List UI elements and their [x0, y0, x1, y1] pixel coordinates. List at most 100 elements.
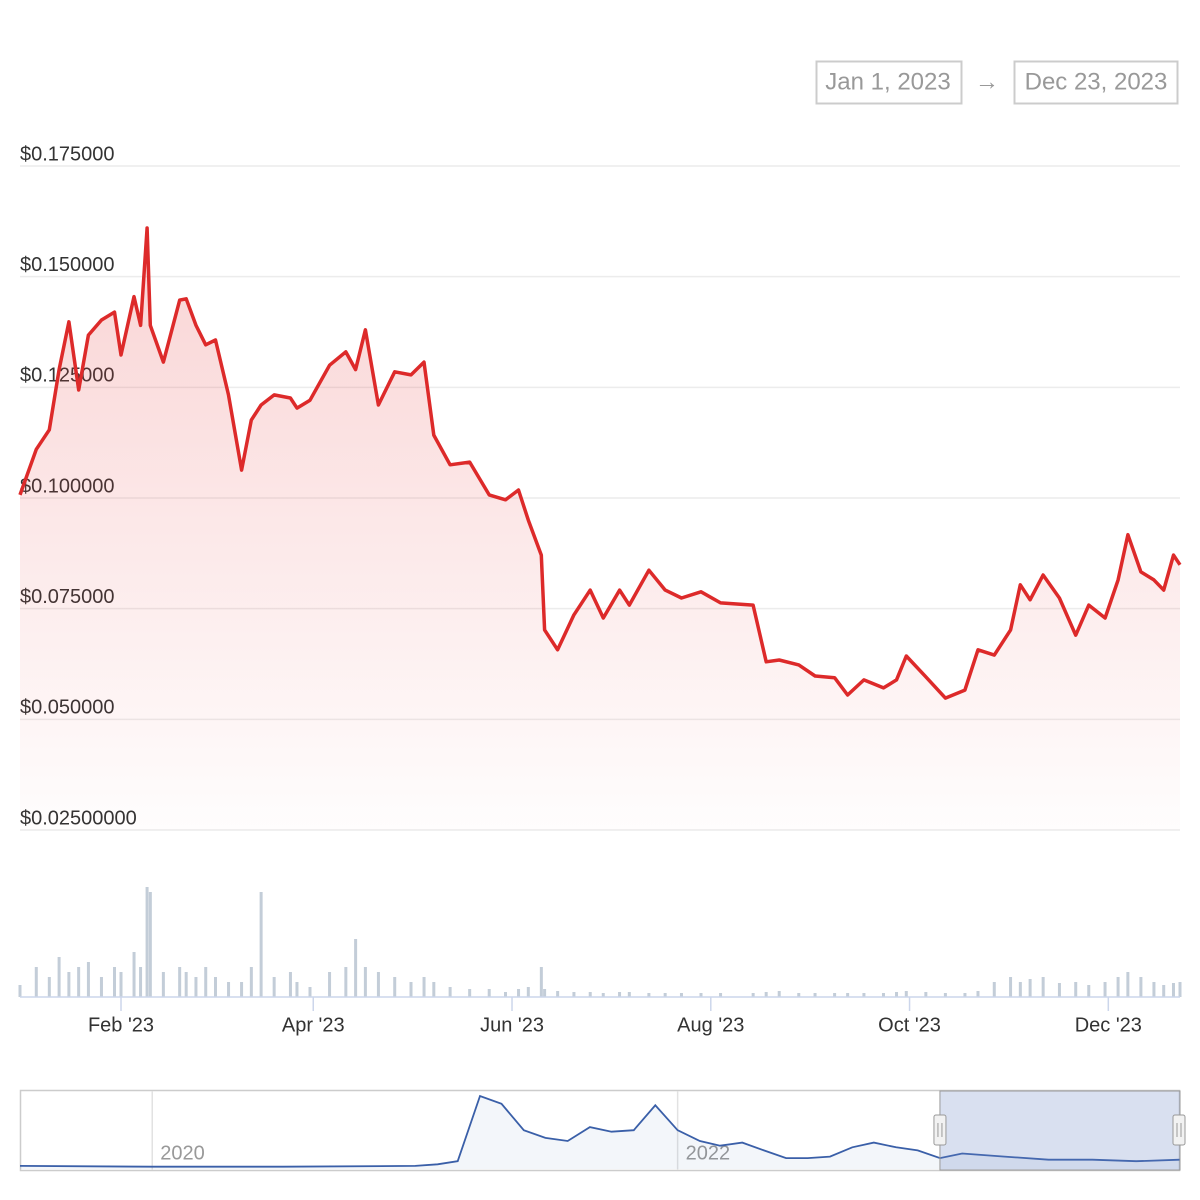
date-from-box[interactable]	[815, 60, 963, 105]
volume-bar	[1178, 982, 1182, 997]
volume-bar	[895, 992, 899, 997]
volume-bar	[487, 989, 491, 997]
volume-bar	[719, 993, 723, 997]
volume-bar	[178, 967, 182, 997]
volume-bar	[119, 972, 123, 997]
volume-bar	[1041, 977, 1045, 997]
volume-bar	[86, 962, 90, 997]
volume-bar	[18, 985, 22, 997]
volume-bar	[526, 987, 530, 997]
volume-bar	[409, 982, 413, 997]
volume-bar	[1018, 982, 1022, 997]
volume-bar	[764, 992, 768, 997]
volume-bar	[272, 977, 276, 997]
volume-bar	[992, 982, 996, 997]
x-tick-label: Feb '23	[88, 1014, 154, 1036]
price-line	[18, 226, 1182, 700]
volume-bar	[813, 993, 817, 997]
volume-bar	[881, 993, 885, 997]
volume-bar	[504, 992, 508, 997]
volume-bar	[259, 892, 263, 997]
volume-bar	[833, 993, 837, 997]
volume-bar	[663, 993, 667, 997]
volume-bar	[543, 989, 547, 997]
volume-bar	[227, 982, 231, 997]
volume-bar	[432, 982, 436, 997]
volume-bar	[1057, 983, 1061, 997]
volume-bar	[943, 993, 947, 997]
volume-bar	[184, 972, 188, 997]
volume-bar	[976, 991, 980, 997]
volume-bar	[1162, 985, 1166, 997]
volume-bar	[214, 977, 218, 997]
volume-bar	[468, 989, 472, 997]
volume-bar	[601, 993, 605, 997]
volume-bar	[1009, 977, 1013, 997]
volume-bar	[194, 977, 198, 997]
volume-bar	[751, 993, 755, 997]
y-tick-label: $0.175000	[20, 143, 115, 165]
volume-bar	[148, 892, 152, 997]
navigator-tick-label: 2020	[160, 1142, 205, 1164]
volume-bar	[1087, 985, 1091, 997]
volume-bar	[1074, 982, 1078, 997]
volume-bar	[376, 972, 380, 997]
volume-bar	[1126, 972, 1130, 997]
x-tick-label: Aug '23	[677, 1014, 744, 1036]
navigator-line	[19, 1094, 1181, 1168]
volume-bar	[204, 967, 208, 997]
volume-bar	[448, 987, 452, 997]
volume-bar	[1152, 982, 1156, 997]
volume-bar	[699, 993, 703, 997]
volume-bar	[308, 987, 312, 997]
y-tick-label: $0.150000	[20, 254, 115, 276]
volume-bar	[846, 993, 850, 997]
x-tick-label: Oct '23	[878, 1014, 941, 1036]
x-tick-label: Jun '23	[480, 1014, 544, 1036]
x-tick-label: Dec '23	[1075, 1014, 1142, 1036]
volume-bar	[556, 991, 560, 997]
navigator-area	[20, 1096, 1180, 1169]
x-tick-label: Apr '23	[282, 1014, 345, 1036]
volume-bar	[539, 967, 543, 997]
volume-bar	[47, 977, 51, 997]
volume-bar	[572, 992, 576, 997]
volume-bar	[1139, 977, 1143, 997]
volume-bar	[363, 967, 367, 997]
volume-bar	[797, 993, 801, 997]
date-from[interactable]: Jan 1, 2023	[825, 68, 950, 95]
volume-bar	[240, 982, 244, 997]
volume-bar	[904, 991, 908, 997]
volume-bar	[588, 992, 592, 997]
volume-bar	[295, 982, 299, 997]
volume-bar	[1116, 977, 1120, 997]
volume-bar	[777, 991, 781, 997]
volume-bar	[963, 993, 967, 997]
navigator-selection[interactable]	[939, 1090, 1181, 1171]
navigator-handle[interactable]	[1172, 1114, 1186, 1146]
volume-bar	[1103, 982, 1107, 997]
volume-bar	[627, 992, 631, 997]
volume-bar	[288, 972, 292, 997]
volume-bar	[328, 972, 332, 997]
date-to-box[interactable]	[1013, 60, 1179, 105]
volume-bar	[647, 993, 651, 997]
navigator-tick-label: 2022	[686, 1142, 731, 1164]
volume-bar	[132, 952, 136, 997]
volume-bar	[112, 967, 116, 997]
volume-bar	[139, 967, 143, 997]
volume-bar	[344, 967, 348, 997]
volume-bar	[67, 972, 71, 997]
navigator-handle[interactable]	[933, 1114, 947, 1146]
date-to[interactable]: Dec 23, 2023	[1025, 68, 1168, 95]
volume-bar	[924, 992, 928, 997]
volume-bar	[618, 992, 622, 997]
volume-bar	[393, 977, 397, 997]
volume-bar	[422, 977, 426, 997]
volume-bar	[99, 977, 103, 997]
volume-bar	[517, 989, 521, 997]
volume-bar	[145, 887, 149, 997]
volume-bar	[77, 967, 81, 997]
volume-bar	[354, 939, 358, 997]
